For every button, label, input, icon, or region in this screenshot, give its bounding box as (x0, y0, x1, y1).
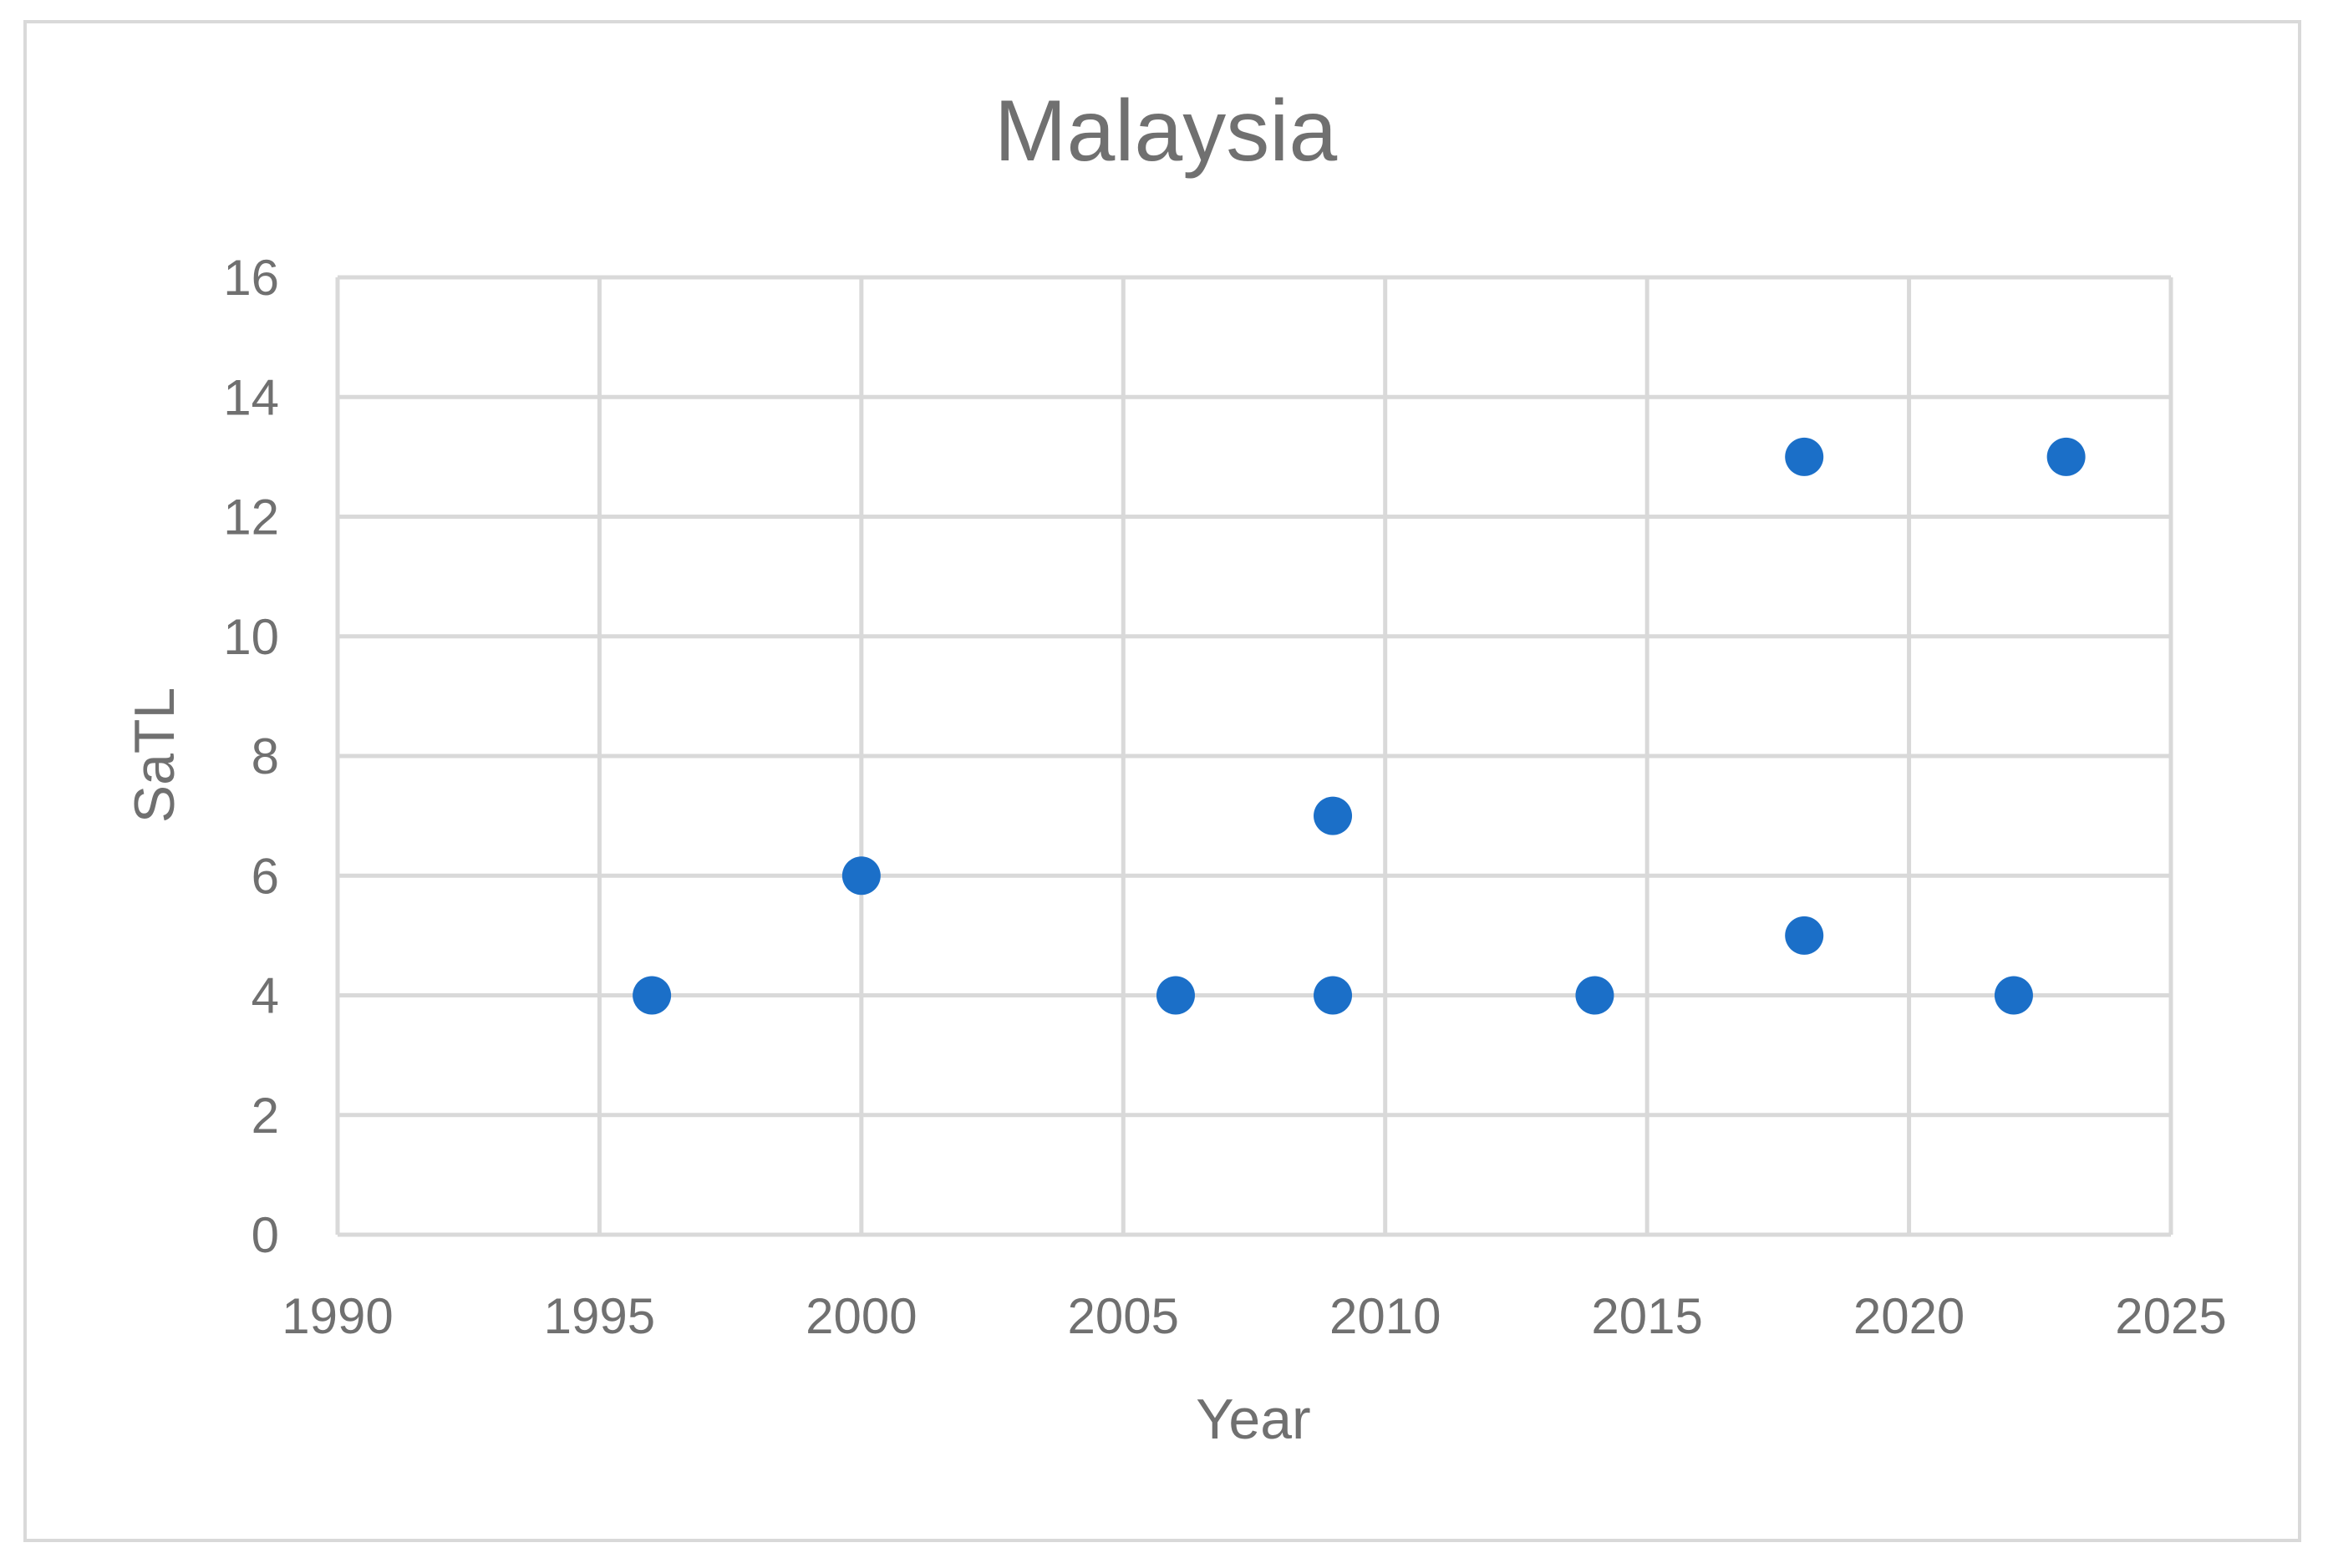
x-axis-label: Year (1196, 1388, 1310, 1451)
x-tick-label: 2010 (1329, 1288, 1441, 1344)
tick-labels: 0 2 4 6 8 10 12 14 16 1990 1995 2000 2005 2010 2015 202… (223, 250, 2226, 1344)
data-point (1994, 976, 2033, 1015)
data-points (633, 437, 2086, 1015)
x-tick-label: 2005 (1068, 1288, 1179, 1344)
y-tick-label: 8 (252, 728, 279, 784)
data-point (633, 976, 672, 1015)
y-tick-label: 6 (252, 848, 279, 904)
y-tick-label: 2 (252, 1088, 279, 1144)
y-tick-label: 14 (223, 369, 279, 425)
x-tick-label: 2015 (1591, 1288, 1702, 1344)
y-tick-label: 16 (223, 250, 279, 306)
chart-frame (23, 20, 2301, 1542)
data-point (841, 856, 881, 896)
x-tick-label: 2000 (806, 1288, 917, 1344)
chart-title: Malaysia (994, 83, 1338, 180)
y-tick-label: 0 (252, 1207, 279, 1263)
data-point (1314, 796, 1353, 835)
data-point (2046, 437, 2086, 476)
y-tick-label: 4 (252, 968, 279, 1024)
data-point (1156, 976, 1195, 1015)
y-tick-label: 10 (223, 609, 279, 665)
x-tick-label: 2020 (1853, 1288, 1965, 1344)
y-axis-label: SaTL (123, 688, 186, 824)
data-point (1785, 437, 1824, 476)
axes (335, 277, 2171, 1237)
y-tick-label: 12 (223, 490, 279, 546)
x-tick-label: 2025 (2115, 1288, 2226, 1344)
data-point (1314, 976, 1353, 1015)
x-tick-label: 1995 (544, 1288, 655, 1344)
data-point (1575, 976, 1614, 1015)
x-tick-label: 1990 (282, 1288, 393, 1344)
data-point (1785, 916, 1824, 955)
gridlines (338, 275, 2173, 1235)
